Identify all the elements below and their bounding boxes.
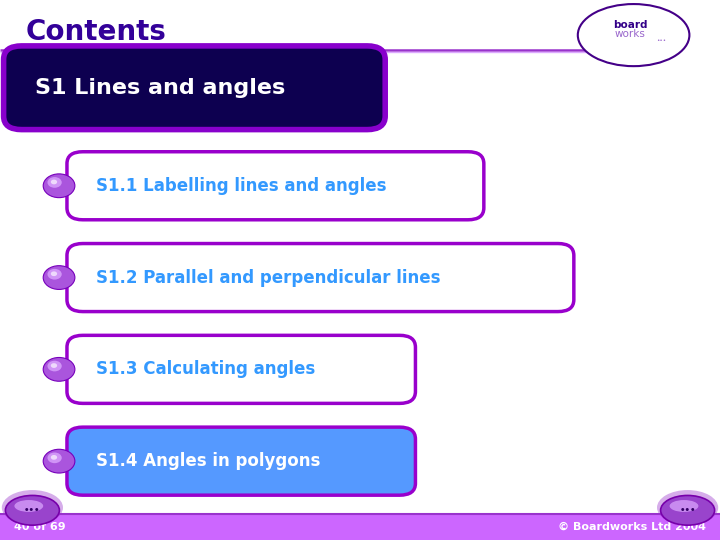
FancyBboxPatch shape [67,335,415,403]
FancyBboxPatch shape [67,244,574,312]
FancyBboxPatch shape [67,152,484,220]
FancyBboxPatch shape [0,514,720,540]
Circle shape [51,180,57,184]
Text: works: works [615,29,645,39]
Text: S1.4 Angles in polygons: S1.4 Angles in polygons [96,452,320,470]
Text: © Boardworks Ltd 2004: © Boardworks Ltd 2004 [557,522,706,532]
Text: •••: ••• [656,38,666,43]
Text: board: board [613,21,647,30]
Ellipse shape [657,490,719,525]
Circle shape [48,361,62,372]
Ellipse shape [5,496,59,525]
Text: •••: ••• [680,506,696,515]
Circle shape [52,457,69,470]
Circle shape [52,181,69,194]
Text: •••: ••• [24,506,40,515]
Ellipse shape [14,500,43,512]
Circle shape [51,455,57,460]
Circle shape [51,363,57,368]
FancyBboxPatch shape [67,427,415,495]
Text: 40 of 69: 40 of 69 [14,522,66,532]
Text: S1 Lines and angles: S1 Lines and angles [35,78,285,98]
Circle shape [43,174,75,198]
Text: S1.3 Calculating angles: S1.3 Calculating angles [96,360,315,379]
Circle shape [48,453,62,463]
Circle shape [48,269,62,280]
Ellipse shape [670,500,698,512]
Text: S1.2 Parallel and perpendicular lines: S1.2 Parallel and perpendicular lines [96,268,440,287]
Text: Contents: Contents [25,18,166,46]
FancyBboxPatch shape [4,46,385,130]
Circle shape [52,365,69,378]
Circle shape [43,266,75,289]
Text: S1.1 Labelling lines and angles: S1.1 Labelling lines and angles [96,177,386,195]
Circle shape [48,177,62,188]
Ellipse shape [661,496,714,525]
Circle shape [43,449,75,473]
Circle shape [51,272,57,276]
Ellipse shape [1,490,63,525]
Circle shape [52,273,69,286]
Ellipse shape [578,4,690,66]
Circle shape [43,357,75,381]
